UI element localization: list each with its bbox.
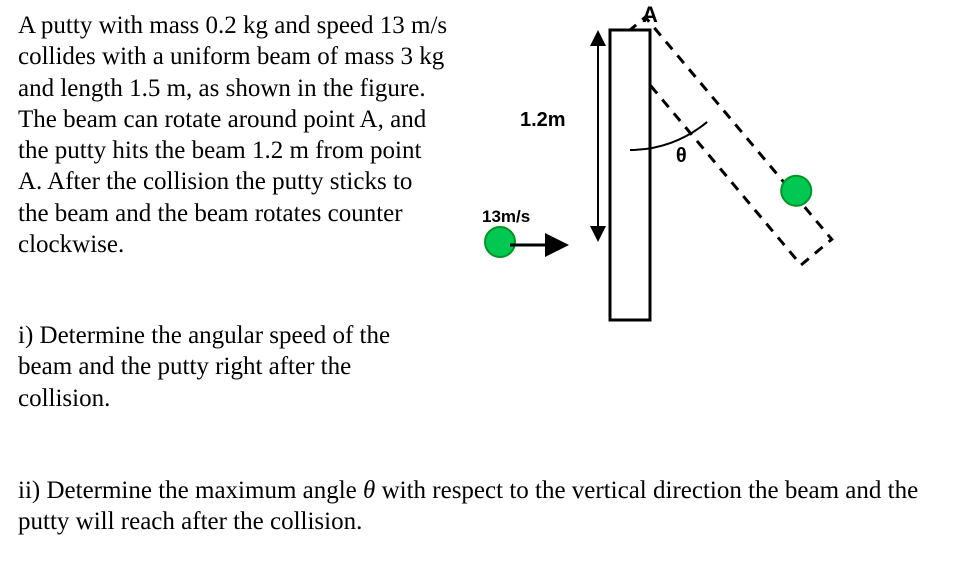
speed-label: 13m/s xyxy=(482,207,530,226)
theta-symbol: θ xyxy=(363,477,375,504)
question-part-ii: ii) Determine the maximum angle θ with r… xyxy=(18,475,948,538)
problem-text: A putty with mass 0.2 kg and speed 13 m/… xyxy=(18,12,447,258)
question-ii-prefix: ii) Determine the maximum angle xyxy=(18,477,363,504)
stuck-putty xyxy=(775,170,817,212)
problem-statement: A putty with mass 0.2 kg and speed 13 m/… xyxy=(18,10,448,260)
angle-label: θ xyxy=(676,145,687,167)
question-i-text: i) Determine the angular speed of the be… xyxy=(18,322,390,412)
figure-svg: θ 1.2m 13m/s A xyxy=(460,0,960,340)
physics-figure: θ 1.2m 13m/s A xyxy=(460,0,960,340)
vertical-beam xyxy=(610,30,650,320)
incoming-putty xyxy=(485,227,515,257)
dimension-label: 1.2m xyxy=(520,109,566,131)
pivot-label: A xyxy=(642,2,658,27)
question-part-i: i) Determine the angular speed of the be… xyxy=(18,320,448,414)
